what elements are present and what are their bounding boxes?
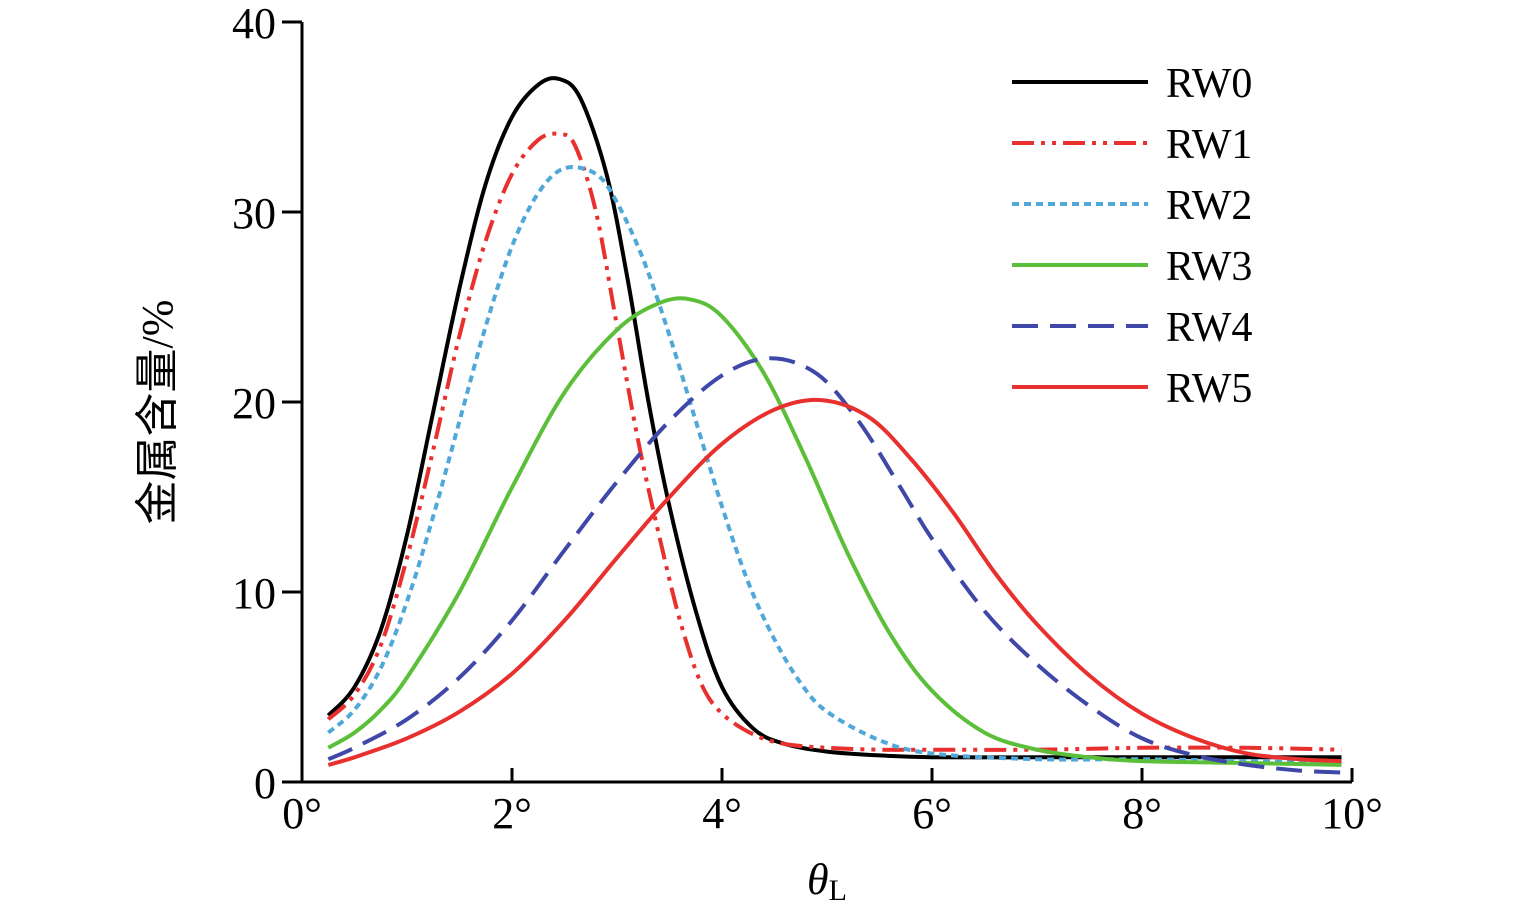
x-tick-label: 8°: [1122, 789, 1162, 838]
legend-label: RW4: [1166, 305, 1252, 351]
series-line-rw1: [326, 131, 1342, 752]
legend-label: RW5: [1166, 366, 1252, 412]
x-tick-label: 2°: [492, 789, 532, 838]
legend-label: RW2: [1166, 183, 1252, 229]
legend: RW0 RW1 RW2 RW3 RW4 RW5: [1012, 61, 1252, 412]
x-axis-title-subscript: L: [829, 874, 847, 906]
y-tick-label: 40: [232, 0, 276, 48]
legend-item-rw5: RW5: [1012, 366, 1252, 412]
x-tick-label: 6°: [912, 789, 952, 838]
x-tick-label: 4°: [702, 789, 742, 838]
series-line-rw3: [327, 296, 1342, 767]
legend-label: RW1: [1166, 122, 1252, 168]
x-axis-ticks: 0° 2° 4° 6° 8° 10°: [282, 768, 1383, 838]
series-line-rw5: [327, 397, 1342, 767]
y-axis-title: 金属含量/%: [133, 300, 182, 525]
x-tick-label: 0°: [282, 789, 322, 838]
y-tick-label: 10: [232, 569, 276, 618]
legend-item-rw4: RW4: [1012, 305, 1252, 351]
x-tick-label: 10°: [1321, 789, 1383, 838]
axes: 0° 2° 4° 6° 8° 10° 0 10 20 30 40: [232, 0, 1383, 838]
series-line-rw4: [327, 356, 1342, 775]
legend-item-rw2: RW2: [1012, 183, 1252, 229]
legend-label: RW3: [1166, 244, 1252, 290]
series-lines: [326, 76, 1342, 775]
series-line-rw0: [326, 76, 1342, 760]
legend-item-rw1: RW1: [1012, 122, 1252, 168]
y-tick-label: 0: [254, 759, 276, 808]
legend-item-rw3: RW3: [1012, 244, 1252, 290]
legend-label: RW0: [1166, 61, 1252, 107]
legend-item-rw0: RW0: [1012, 61, 1252, 107]
y-tick-label: 20: [232, 379, 276, 428]
y-tick-label: 30: [232, 189, 276, 238]
series-line-rw2: [326, 165, 1342, 765]
x-axis-title-symbol: θ: [807, 855, 829, 904]
y-axis-ticks: 0 10 20 30 40: [232, 0, 302, 808]
x-axis-title: θL: [807, 855, 847, 906]
